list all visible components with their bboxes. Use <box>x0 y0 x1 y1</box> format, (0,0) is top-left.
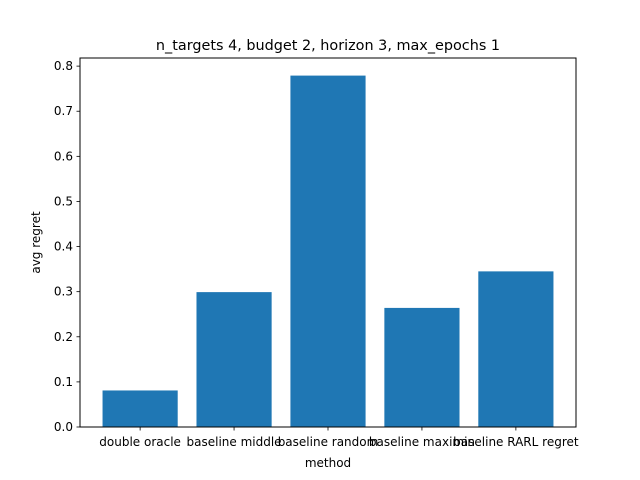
bar-2 <box>290 75 366 428</box>
y-axis-ticks: 0.0 0.1 0.2 0.3 0.4 0.5 0.6 0.7 0.8 <box>54 59 80 434</box>
x-tick-label-0: double oracle <box>99 435 181 449</box>
y-tick-label-8: 0.8 <box>54 59 73 73</box>
bar-3 <box>384 307 460 427</box>
y-tick-label-7: 0.7 <box>54 104 73 118</box>
y-tick-label-4: 0.4 <box>54 240 73 254</box>
x-tick-label-3: baseline maximin <box>369 435 475 449</box>
bar-0 <box>102 390 178 427</box>
y-tick-label-1: 0.1 <box>54 375 73 389</box>
y-tick-label-5: 0.5 <box>54 194 73 208</box>
bar-4 <box>478 271 554 427</box>
chart-title: n_targets 4, budget 2, horizon 3, max_ep… <box>156 38 500 54</box>
x-axis-label: method <box>305 456 351 470</box>
y-tick-label-0: 0.0 <box>54 420 73 434</box>
x-tick-label-2: baseline random <box>278 435 379 449</box>
plot-frame <box>79 57 577 428</box>
y-tick-label-3: 0.3 <box>54 285 73 299</box>
y-tick-label-2: 0.2 <box>54 330 73 344</box>
bar-1 <box>196 292 272 427</box>
x-tick-label-4: baseline RARL regret <box>453 435 579 449</box>
bars-group <box>102 75 554 428</box>
x-tick-label-1: baseline middle <box>187 435 282 449</box>
y-tick-label-6: 0.6 <box>54 149 73 163</box>
y-axis-label: avg regret <box>29 211 43 274</box>
